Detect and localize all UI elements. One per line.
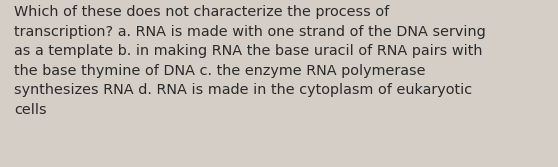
Text: Which of these does not characterize the process of
transcription? a. RNA is mad: Which of these does not characterize the…: [14, 5, 485, 117]
